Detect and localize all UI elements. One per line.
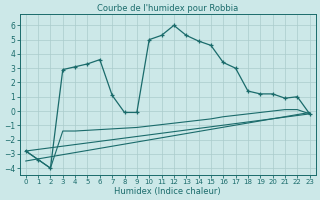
X-axis label: Humidex (Indice chaleur): Humidex (Indice chaleur) — [114, 187, 221, 196]
Title: Courbe de l'humidex pour Robbia: Courbe de l'humidex pour Robbia — [97, 4, 238, 13]
